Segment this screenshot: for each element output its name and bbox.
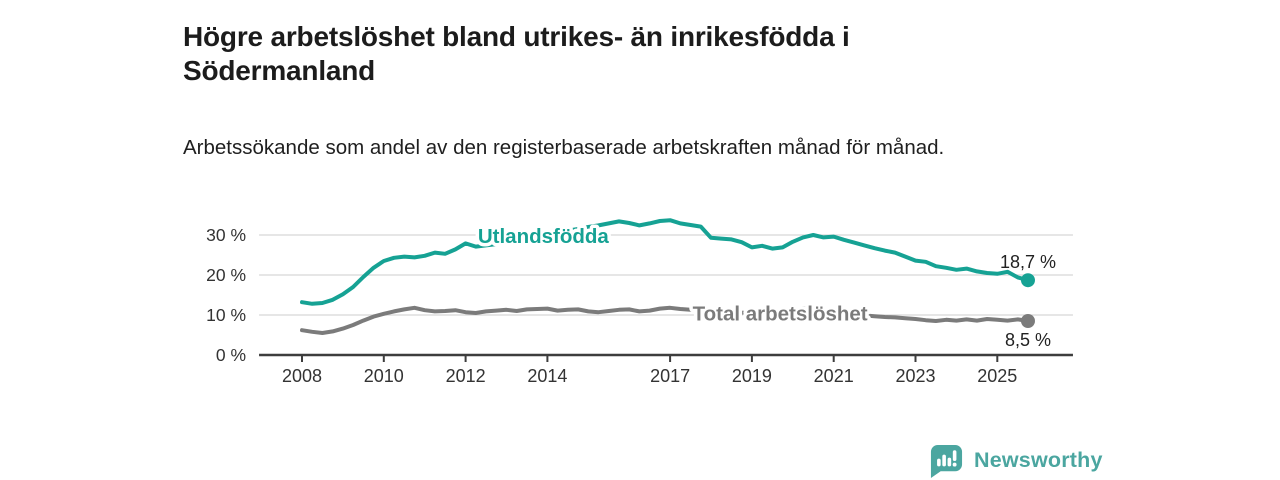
y-axis-tick-label: 30 % bbox=[206, 225, 246, 245]
y-axis-tick-label: 0 % bbox=[216, 345, 246, 365]
series-name-label-1: Total arbetslöshet bbox=[693, 302, 868, 325]
x-axis-tick-label: 2019 bbox=[732, 366, 772, 386]
chart-title: Högre arbetslöshet bland utrikes- än inr… bbox=[183, 20, 850, 86]
series-end-dot-1 bbox=[1020, 314, 1035, 328]
series-end-dot-0 bbox=[1020, 273, 1035, 288]
brand-name: Newsworthy bbox=[974, 448, 1103, 472]
x-axis-tick-label: 2014 bbox=[527, 366, 567, 386]
x-axis-tick-label: 2023 bbox=[895, 366, 935, 386]
newsworthy-logo-icon bbox=[930, 444, 963, 478]
series-end-value-label: 8,5 % bbox=[1005, 330, 1051, 350]
series-line-0 bbox=[300, 218, 1030, 306]
x-axis-tick-label: 2012 bbox=[446, 366, 486, 386]
x-axis-tick-label: 2017 bbox=[650, 366, 690, 386]
y-axis-tick-label: 10 % bbox=[206, 305, 246, 325]
x-axis-tick-label: 2010 bbox=[364, 366, 404, 386]
series-line-1 bbox=[300, 305, 1030, 335]
chart-subtitle: Arbetssökande som andel av den registerb… bbox=[183, 135, 945, 159]
brand-footer: Newsworthy bbox=[929, 443, 1103, 478]
x-axis-tick-label: 2025 bbox=[977, 366, 1017, 386]
series-name-label-0: Utlandsfödda bbox=[478, 225, 610, 248]
series-end-value-label: 18,7 % bbox=[1000, 252, 1056, 272]
y-axis-tick-label: 20 % bbox=[206, 265, 246, 285]
x-axis-tick-label: 2021 bbox=[814, 366, 854, 386]
unemployment-line-chart: 0 % 10 % 20 % 30 % 2008 2010 2012 2014 2017 2019 2… bbox=[206, 218, 1073, 386]
x-axis-tick-label: 2008 bbox=[282, 366, 322, 386]
